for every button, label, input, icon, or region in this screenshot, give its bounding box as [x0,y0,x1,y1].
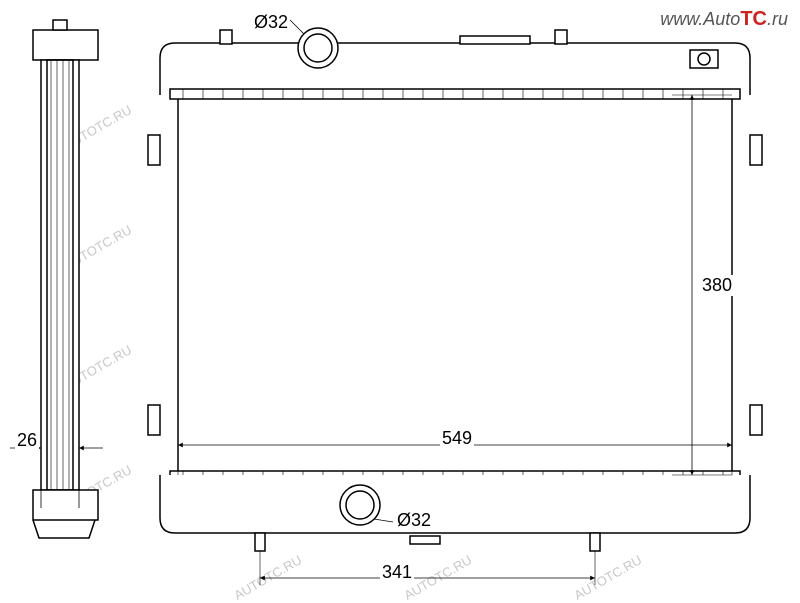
dim-width: 549 [440,428,474,449]
dim-port-bottom: Ø32 [395,510,433,531]
diagram-canvas: AUTOTC.RUAUTOTC.RUAUTOTC.RUAUTOTC.RUAUTO… [0,0,800,600]
dim-height: 380 [700,275,734,296]
dim-port-top: Ø32 [252,12,290,33]
site-logo: www.AutoTC.ru [660,8,788,31]
logo-mid: TC [740,8,767,30]
dim-side-depth: 26 [15,430,39,451]
logo-suffix: .ru [767,9,788,29]
logo-prefix: www.Auto [660,9,740,29]
dim-bottom-offset: 341 [380,562,414,583]
